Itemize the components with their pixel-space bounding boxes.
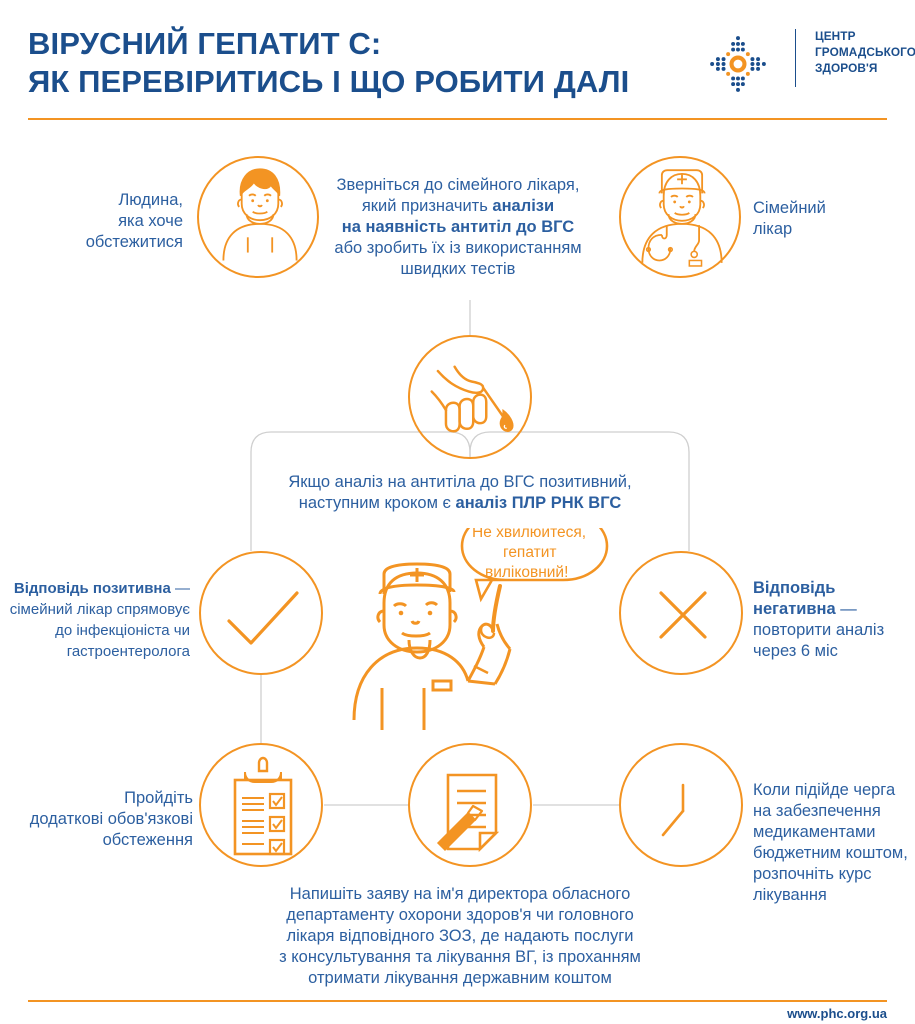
svg-text:гепатит: гепатит [503,544,556,561]
svg-text:виліковний!: виліковний! [485,564,568,581]
svg-text:Не хвилюйтеся,: Не хвилюйтеся, [472,528,586,541]
